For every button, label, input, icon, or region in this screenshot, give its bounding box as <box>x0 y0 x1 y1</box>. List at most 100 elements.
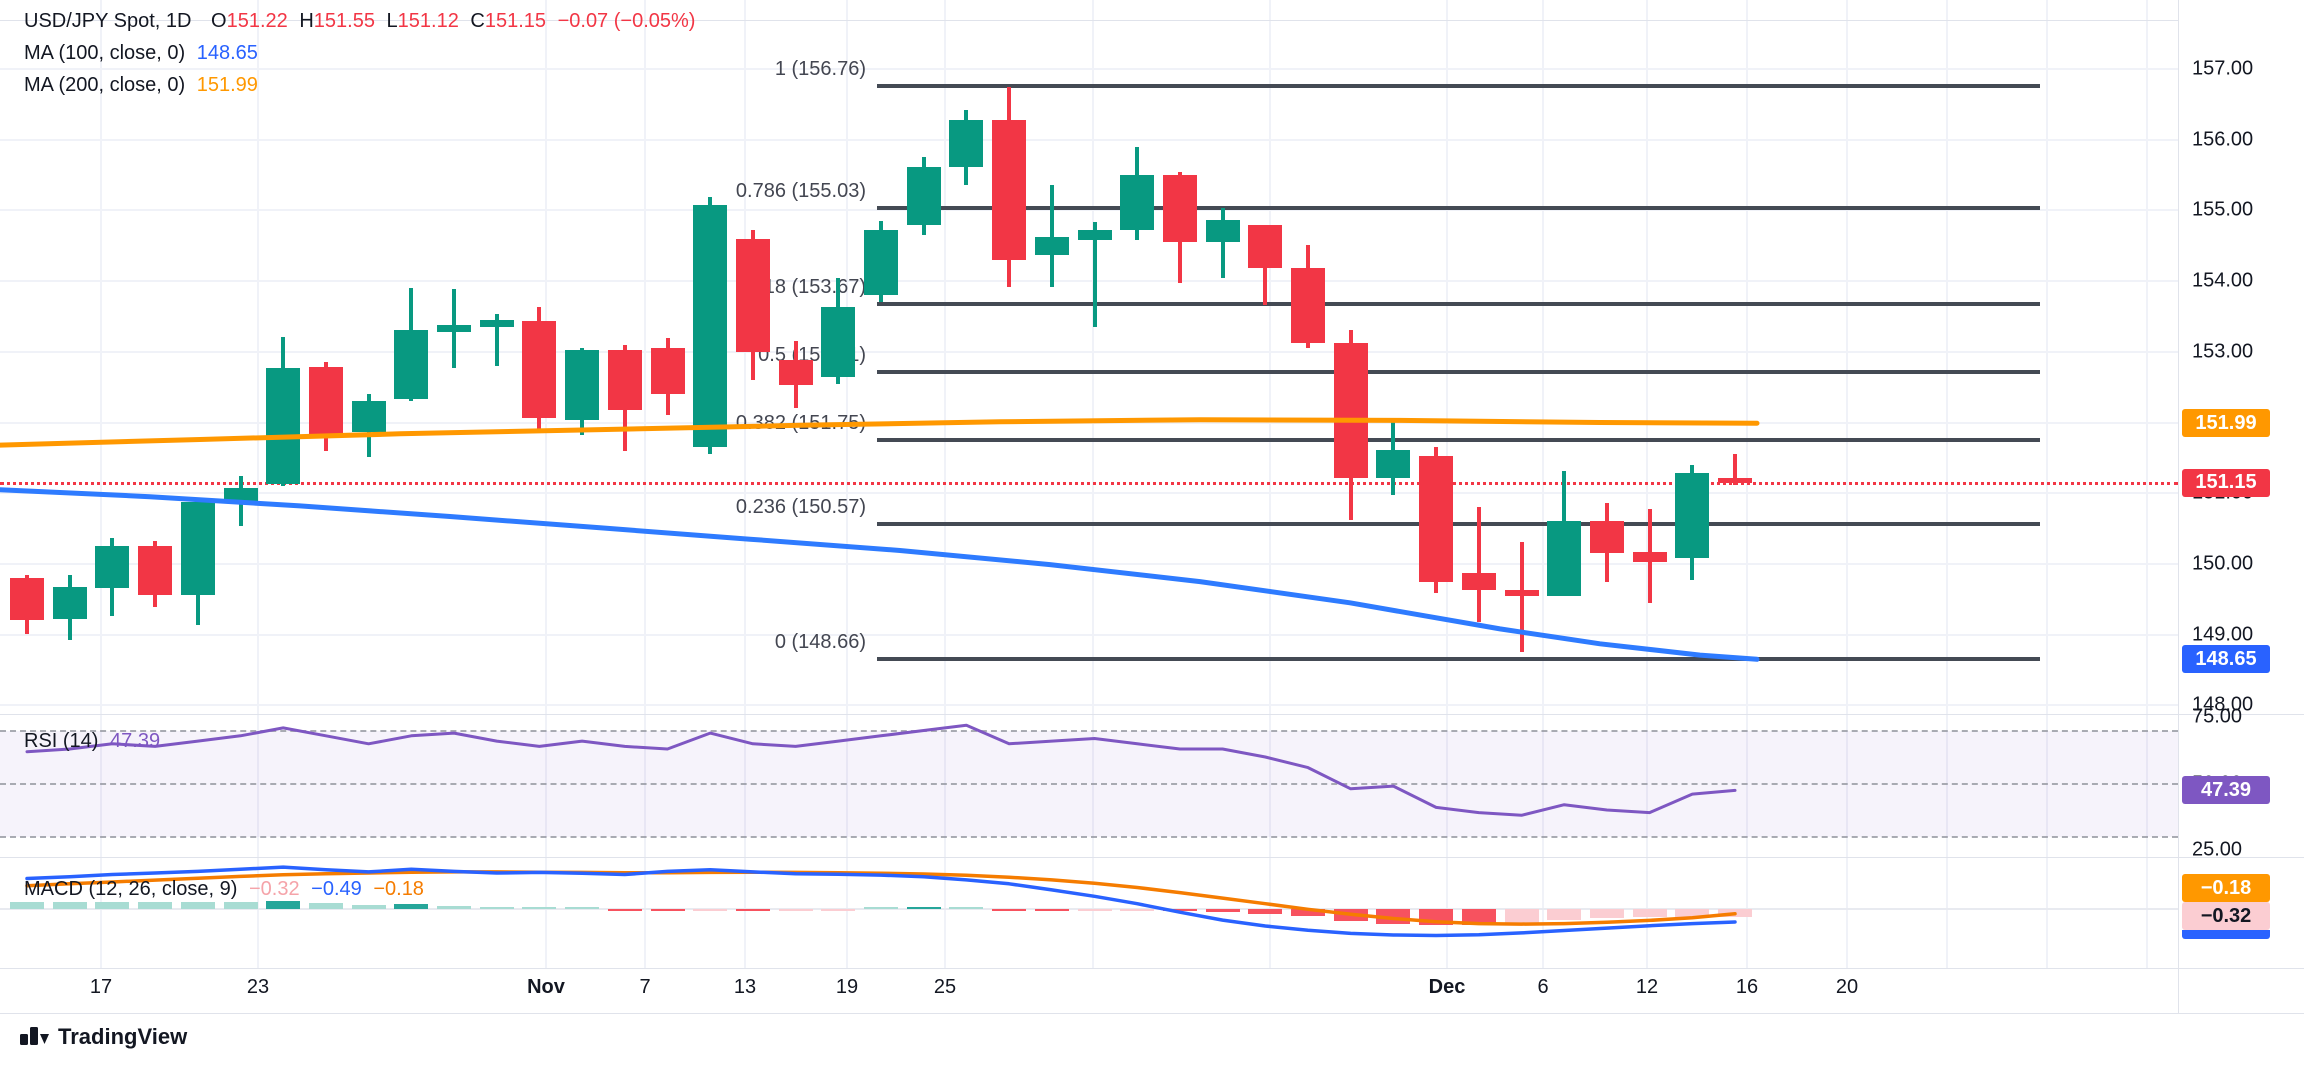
macd-hist-value: −0.32 <box>248 878 300 900</box>
macd-signal-value: −0.18 <box>373 878 424 900</box>
macd-histogram-bar <box>437 905 471 909</box>
macd-histogram-bar <box>394 903 429 909</box>
low-label: L <box>386 10 398 32</box>
candle-body <box>1034 237 1069 255</box>
ma200-legend[interactable]: MA (200, close, 0) 151.99 <box>24 74 264 97</box>
time-axis-label[interactable]: 17 <box>89 976 113 998</box>
rsi-guide-line <box>0 729 2178 732</box>
fib-label: 0.236 (150.57) <box>735 495 866 518</box>
time-axis-label[interactable]: 13 <box>733 976 757 998</box>
macd-histogram-bar <box>906 907 941 909</box>
candle-body <box>949 119 984 168</box>
candle-body <box>565 350 600 420</box>
macd-histogram-bar <box>10 902 44 909</box>
ma100-label[interactable]: MA (100, close, 0) <box>24 42 186 64</box>
tradingview-logo-icon <box>20 1027 49 1045</box>
candle-body <box>1162 175 1197 243</box>
time-axis-label[interactable]: 6 <box>1537 976 1549 998</box>
macd-line-badge-sliver <box>2182 930 2270 939</box>
macd-histogram-bar <box>693 909 728 911</box>
candle-body <box>1077 230 1112 241</box>
time-axis-label[interactable]: 23 <box>246 976 270 998</box>
macd-histogram-bar <box>992 909 1027 911</box>
ma200-label[interactable]: MA (200, close, 0) <box>24 74 186 96</box>
price-axis-label: 156.00 <box>2192 128 2254 151</box>
macd-badge: −0.18 <box>2182 874 2270 902</box>
grid-hline <box>0 280 2178 283</box>
ma200-value: 151.99 <box>196 74 258 96</box>
macd-histogram-bar <box>1077 909 1112 911</box>
macd-histogram-bar <box>1589 909 1624 918</box>
candle-body <box>1376 450 1411 478</box>
macd-legend[interactable]: MACD (12, 26, close, 9) −0.32 −0.49 −0.1… <box>24 878 430 901</box>
macd-line-value: −0.49 <box>311 878 362 900</box>
price-badge: 148.65 <box>2182 645 2270 674</box>
macd-histogram-bar <box>479 906 514 909</box>
rsi-label[interactable]: RSI (14) <box>24 730 99 752</box>
macd-histogram-bar <box>607 909 642 911</box>
time-axis-label[interactable]: Nov <box>527 976 565 998</box>
candle-body <box>1333 342 1368 478</box>
close-label: C <box>470 10 485 32</box>
last-price-line <box>0 481 2178 485</box>
candle-body <box>607 350 642 410</box>
pane-top-border <box>0 20 2178 21</box>
macd-histogram-bar <box>95 901 130 909</box>
macd-histogram-bar <box>650 909 685 912</box>
candle-body <box>778 360 813 386</box>
high-value: 151.55 <box>313 10 375 32</box>
candle-body <box>95 546 130 588</box>
macd-histogram-bar <box>351 904 386 909</box>
high-label: H <box>299 10 314 32</box>
candle-body <box>650 348 685 395</box>
grid-hline <box>0 209 2178 212</box>
macd-histogram-bar <box>266 901 301 909</box>
price-axis-label: 150.00 <box>2192 552 2254 575</box>
candle-body <box>992 119 1027 260</box>
macd-histogram-bar <box>1333 909 1368 921</box>
macd-histogram-bar <box>1291 909 1325 917</box>
candle-wick <box>1049 184 1054 288</box>
macd-histogram-bar <box>1632 909 1667 917</box>
axis-separator <box>2178 0 2179 1013</box>
macd-histogram-bar <box>138 901 173 909</box>
macd-histogram-bar <box>778 909 813 911</box>
candle-body <box>1461 573 1496 591</box>
macd-histogram-bar <box>1718 909 1752 918</box>
rsi-guide-line <box>0 782 2178 785</box>
candle-body <box>10 578 44 620</box>
ma100-legend[interactable]: MA (100, close, 0) 148.65 <box>24 42 264 65</box>
grid-hline <box>0 704 2178 707</box>
time-axis-label[interactable]: Dec <box>1428 976 1466 998</box>
tradingview-brand-text[interactable]: TradingView <box>58 1024 188 1049</box>
time-axis-label[interactable]: 19 <box>835 976 859 998</box>
rsi-axis-label: 25.00 <box>2192 838 2243 861</box>
tradingview-footer[interactable]: TradingView <box>20 1024 187 1050</box>
candle-body <box>735 238 770 353</box>
rsi-axis-label: 75.00 <box>2192 705 2243 728</box>
time-axis-label[interactable]: 25 <box>933 976 957 998</box>
candle-wick <box>1476 506 1481 622</box>
time-axis-label[interactable]: 7 <box>639 976 651 998</box>
rsi-legend[interactable]: RSI (14) 47.39 <box>24 730 166 753</box>
symbol-title[interactable]: USD/JPY Spot, 1D <box>24 10 192 32</box>
fib-line <box>877 656 2040 661</box>
time-axis-label[interactable]: 20 <box>1835 976 1859 998</box>
time-axis-label[interactable]: 16 <box>1735 976 1759 998</box>
symbol-legend[interactable]: USD/JPY Spot, 1D O151.22 H151.55 L151.12… <box>24 10 701 33</box>
fib-line <box>877 83 2040 88</box>
macd-histogram-bar <box>864 907 898 909</box>
candle-body <box>522 320 557 418</box>
fib-label: 0 (148.66) <box>774 630 866 653</box>
candle-body <box>693 204 728 448</box>
candle-body <box>308 367 343 436</box>
candle-wick <box>494 313 499 366</box>
candle-body <box>1589 521 1624 554</box>
macd-label[interactable]: MACD (12, 26, close, 9) <box>24 878 238 900</box>
rsi-guide-line <box>0 835 2178 838</box>
time-axis-label[interactable]: 12 <box>1635 976 1659 998</box>
candle-body <box>1291 267 1325 343</box>
price-axis-label: 155.00 <box>2192 198 2254 221</box>
ma100-value: 148.65 <box>196 42 258 64</box>
